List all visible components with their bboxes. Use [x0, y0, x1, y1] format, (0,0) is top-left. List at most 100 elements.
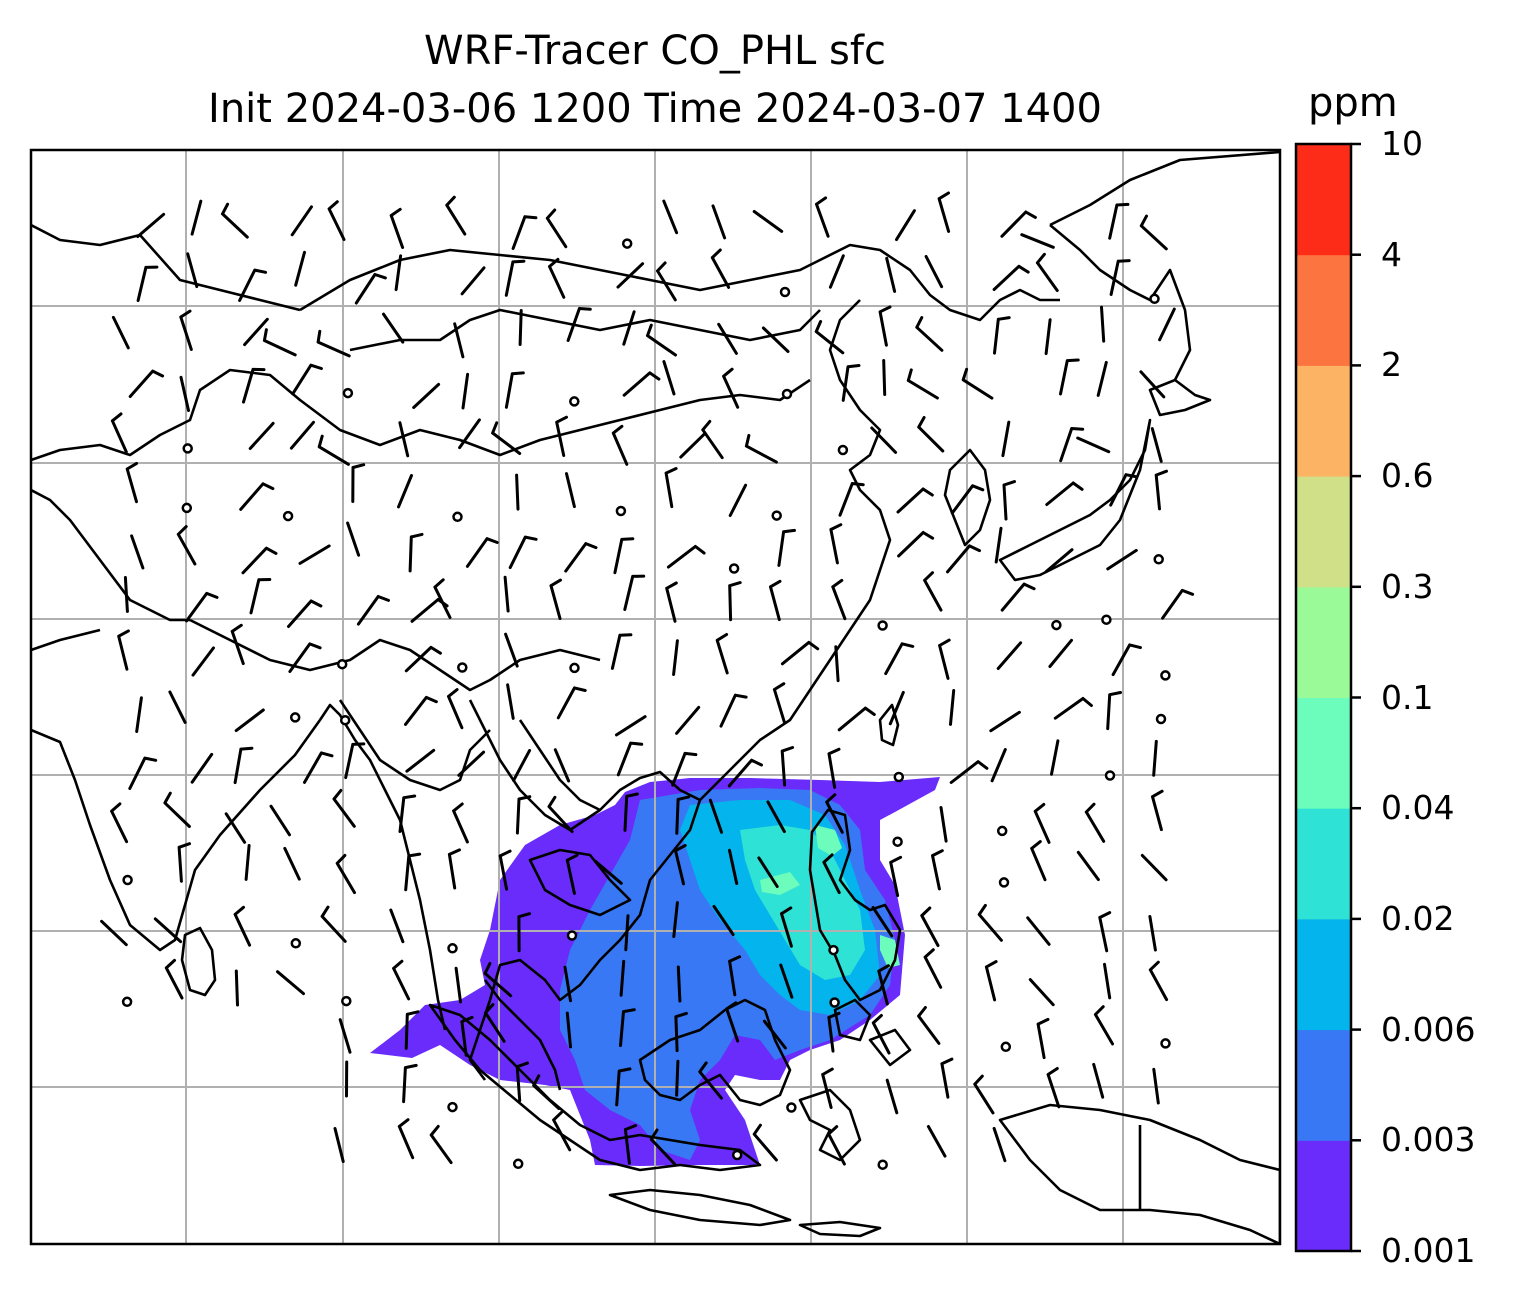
wind-barb: [646, 323, 677, 357]
wind-barb: [923, 948, 943, 989]
calm-wind-circle: [779, 286, 791, 298]
colorbar-tick-label: 0.1: [1381, 677, 1434, 717]
wind-barb: [656, 261, 677, 302]
wind-barb: [622, 371, 661, 397]
wind-barb: [233, 905, 252, 947]
coastlines-and-borders: [31, 150, 1280, 1244]
colorbar-swatch: [1296, 365, 1351, 477]
colorbar-tick-label: 0.3: [1381, 566, 1434, 606]
wind-barb: [616, 262, 645, 289]
wind-barb: [190, 752, 214, 784]
colorbar-swatch: [1296, 1140, 1351, 1252]
colorbar-swatch: [1296, 697, 1351, 809]
wind-barb: [1059, 427, 1085, 463]
wind-barb: [815, 196, 830, 238]
wind-barb: [316, 329, 351, 358]
wind-barb: [613, 537, 635, 575]
wind-barb: [394, 254, 403, 292]
wind-barb: [896, 487, 934, 514]
wind-barb: [397, 474, 413, 509]
wind-barb: [511, 215, 538, 250]
wind-barb: [452, 802, 469, 844]
wind-barb: [243, 317, 269, 347]
wind-barb: [504, 259, 526, 297]
wind-barb: [288, 642, 322, 673]
calm-wind-circle: [452, 511, 463, 523]
wind-barb: [1048, 638, 1073, 668]
wind-barb: [871, 906, 894, 938]
wind-barb: [712, 904, 735, 936]
wind-barb: [675, 1059, 680, 1097]
wind-barb: [402, 1063, 418, 1104]
wind-barb: [923, 571, 943, 612]
borneo: [638, 998, 792, 1107]
laos-vietnam-border: [518, 719, 601, 812]
calm-wind-circle: [569, 396, 580, 407]
india-coastline: [31, 719, 322, 952]
wind-barb: [841, 364, 861, 402]
wind-barb: [1103, 962, 1112, 1000]
wind-barb: [674, 844, 687, 886]
wind-barb: [624, 914, 630, 952]
wind-barb: [878, 305, 892, 347]
calm-wind-circle: [1104, 770, 1116, 781]
wind-barb: [672, 901, 679, 938]
colorbar-ticks: [1351, 142, 1361, 1253]
calm-wind-circle: [181, 502, 193, 514]
wind-barb: [1028, 978, 1055, 1007]
wind-barb: [946, 544, 981, 574]
calm-wind-circle: [1153, 554, 1164, 565]
wind-barb: [977, 903, 1003, 942]
wind-barb: [239, 482, 275, 511]
wind-barb: [992, 264, 1030, 291]
calm-wind-circle: [1155, 713, 1167, 725]
wind-barb: [1152, 1067, 1160, 1105]
wind-barb: [611, 424, 629, 466]
japan-hokkaido: [1148, 378, 1212, 417]
wind-barb: [408, 532, 424, 573]
wind-barb: [566, 307, 592, 342]
colorbar-swatch: [1296, 918, 1351, 1031]
wind-barb: [1106, 548, 1138, 571]
wind-barb: [190, 199, 203, 236]
calm-wind-circle: [457, 662, 468, 673]
wind-barb: [1152, 739, 1158, 777]
map-area: [31, 150, 1280, 1244]
colorbar-unit-label: ppm: [1308, 80, 1398, 126]
wind-barb: [622, 310, 636, 346]
wind-barb: [993, 316, 1011, 355]
wind-barb: [752, 1123, 778, 1162]
wind-barb: [461, 372, 470, 410]
calm-wind-circle: [771, 510, 782, 521]
wind-barb: [445, 195, 467, 236]
wind-barb: [825, 793, 844, 834]
wind-barb: [234, 708, 265, 733]
wind-barb: [389, 908, 405, 944]
wind-barb: [990, 748, 1007, 783]
china-mongolia-border: [349, 308, 821, 352]
wind-barb: [1002, 480, 1016, 521]
wind-barb: [564, 542, 598, 573]
calm-wind-circle: [615, 505, 627, 517]
wind-barb: [984, 960, 998, 1002]
wind-barb: [460, 1015, 474, 1057]
wind-barb: [123, 576, 129, 613]
wind-barb: [1108, 202, 1130, 240]
wind-barb: [780, 906, 793, 948]
wind-barb: [506, 683, 515, 720]
taiwan: [878, 703, 900, 747]
wind-barb: [508, 535, 538, 570]
wind-barb: [949, 689, 956, 726]
wind-barb: [780, 640, 820, 666]
calm-wind-circle: [342, 387, 354, 399]
colorbar-tick-label: 4: [1381, 234, 1402, 274]
wind-barb: [1053, 697, 1093, 720]
wind-barb: [1046, 1067, 1061, 1109]
wind-barb: [176, 525, 197, 566]
wind-barb: [545, 208, 568, 249]
wind-barb: [320, 905, 347, 943]
wind-barb: [926, 1125, 947, 1158]
colorbar-swatch: [1296, 254, 1351, 366]
wind-barb: [888, 690, 905, 726]
wind-barb: [153, 917, 183, 944]
